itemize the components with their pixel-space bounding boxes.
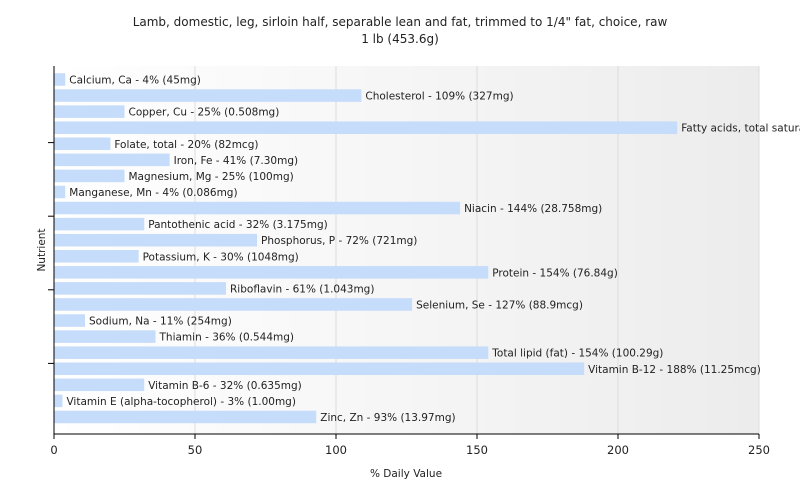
x-tick-label: 50 xyxy=(188,443,203,457)
bar-label: Vitamin B-12 - 188% (11.25mcg) xyxy=(588,364,761,376)
chart-subtitle: 1 lb (453.6g) xyxy=(361,32,439,46)
bar xyxy=(54,217,145,231)
bar-label: Phosphorus, P - 72% (721mg) xyxy=(261,235,417,247)
chart-title: Lamb, domestic, leg, sirloin half, separ… xyxy=(132,15,668,29)
bar-labels-group: Calcium, Ca - 4% (45mg) Cholesterol - 109… xyxy=(66,74,800,423)
bar xyxy=(54,201,461,215)
bar-label: Protein - 154% (76.84g) xyxy=(492,267,618,279)
bar xyxy=(54,410,317,424)
bar xyxy=(54,314,86,327)
x-axis-label: % Daily Value xyxy=(370,468,442,480)
bar xyxy=(54,73,66,86)
x-tick-label: 100 xyxy=(325,443,347,457)
bar-label: Total lipid (fat) - 154% (100.29g) xyxy=(491,348,663,360)
axes-group xyxy=(48,66,760,439)
bar xyxy=(54,266,489,279)
bar-label: Selenium, Se - 127% (88.9mcg) xyxy=(416,299,583,311)
bar xyxy=(54,233,258,247)
bar xyxy=(54,298,413,311)
chart-title-block: Lamb, domestic, leg, sirloin half, separ… xyxy=(0,14,800,48)
bar xyxy=(54,137,111,151)
bar xyxy=(54,121,678,134)
bar-label: Potassium, K - 30% (1048mg) xyxy=(143,251,299,263)
bar xyxy=(54,346,489,359)
bar xyxy=(54,105,125,118)
bar xyxy=(54,394,63,408)
bar-label: Folate, total - 20% (82mcg) xyxy=(114,139,258,151)
bar-label: Riboflavin - 61% (1.043mg) xyxy=(230,283,374,295)
bar-label: Manganese, Mn - 4% (0.086mg) xyxy=(69,187,237,199)
bar-label: Vitamin E (alpha-tocopherol) - 3% (1.00m… xyxy=(66,396,296,408)
bar xyxy=(54,89,362,102)
bar-label: Thiamin - 36% (0.544mg) xyxy=(159,332,295,344)
x-tick-label: 0 xyxy=(50,443,57,457)
x-tick-label: 200 xyxy=(607,443,629,457)
bar xyxy=(54,185,66,199)
bar-label: Iron, Fe - 41% (7.30mg) xyxy=(174,155,298,167)
bar-label: Zinc, Zn - 93% (13.97mg) xyxy=(320,412,455,424)
x-tick-labels: 0 50 100 150 200 250 xyxy=(50,443,770,457)
plot-background xyxy=(54,66,759,434)
bar xyxy=(54,330,156,343)
bar-label: Magnesium, Mg - 25% (100mg) xyxy=(129,171,294,183)
bars-group xyxy=(54,73,678,424)
bar xyxy=(54,362,585,376)
bar-label: Vitamin B-6 - 32% (0.635mg) xyxy=(148,380,302,392)
bar xyxy=(54,282,227,295)
bar-label: Fatty acids, total saturated - 221% (44.… xyxy=(681,123,800,135)
bar xyxy=(54,250,139,263)
bar xyxy=(54,153,170,167)
x-tick-label: 250 xyxy=(748,443,770,457)
bar-label: Pantothenic acid - 32% (3.175mg) xyxy=(148,219,327,231)
bar-label: Calcium, Ca - 4% (45mg) xyxy=(69,74,201,86)
bar-label: Copper, Cu - 25% (0.508mg) xyxy=(129,107,280,119)
bar xyxy=(54,169,125,183)
bar-label: Cholesterol - 109% (327mg) xyxy=(365,91,513,103)
bar xyxy=(54,378,145,392)
bar-label: Sodium, Na - 11% (254mg) xyxy=(89,316,232,328)
x-tick-label: 150 xyxy=(466,443,488,457)
y-axis-label: Nutrient xyxy=(36,228,48,271)
bar-label: Niacin - 144% (28.758mg) xyxy=(464,203,602,215)
